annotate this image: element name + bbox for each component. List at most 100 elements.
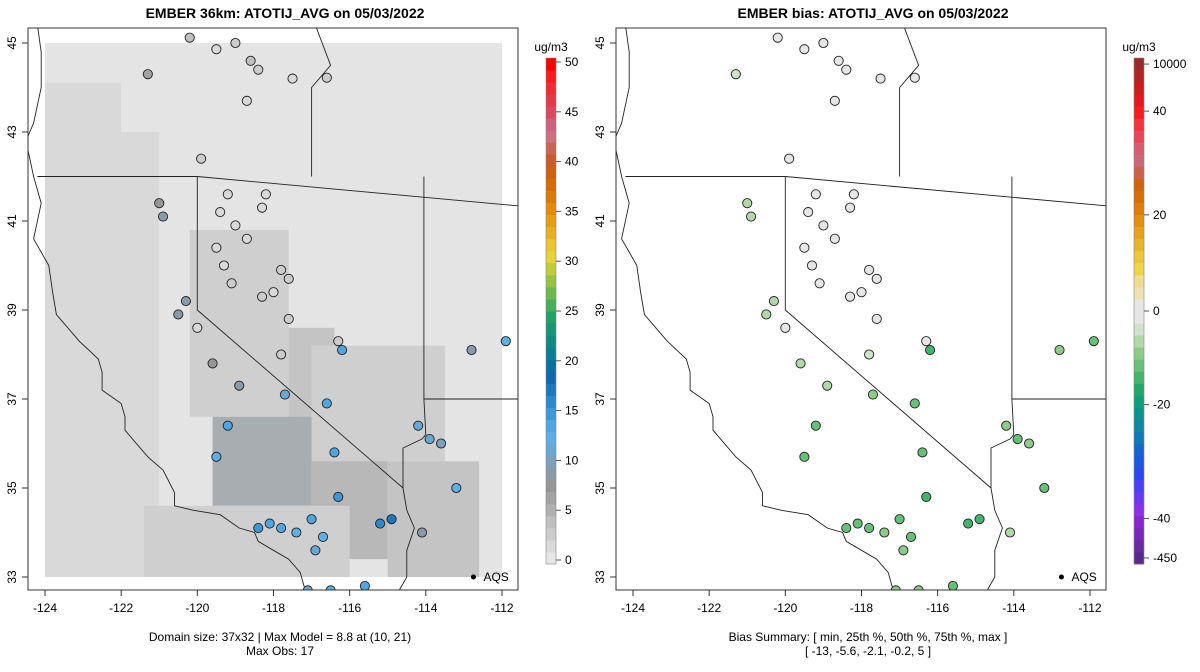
station-marker <box>810 420 821 431</box>
station-marker <box>386 514 397 525</box>
ca-nv-border <box>784 176 992 489</box>
station-marker <box>245 55 256 66</box>
colorbar-swatch <box>1134 130 1144 143</box>
station-marker <box>894 514 905 525</box>
x-tick-label: -118 <box>262 601 285 615</box>
colorbar-swatch <box>1134 250 1144 264</box>
station-marker <box>913 585 924 590</box>
station-marker <box>875 73 886 84</box>
y-tick-label: 37 <box>593 392 607 406</box>
colorbar-tick-label: -40 <box>1153 511 1171 525</box>
y-tick-label: 45 <box>593 36 607 50</box>
station-marker <box>230 37 241 49</box>
right-plot-area <box>616 28 1106 590</box>
model-grid-cell <box>349 83 480 346</box>
colorbar-swatch <box>546 323 556 336</box>
x-tick-label: -124 <box>33 601 57 615</box>
colorbar-swatch <box>1134 455 1144 469</box>
colorbar-swatch <box>546 70 556 83</box>
az-nv-border <box>402 176 427 488</box>
station-marker <box>215 207 226 218</box>
colorbar-swatch <box>546 515 556 529</box>
colorbar-tick-label: 50 <box>565 55 579 69</box>
colorbar-tick-label: 15 <box>565 404 579 418</box>
colorbar-swatch <box>546 250 556 264</box>
right-panel-title: EMBER bias: ATOTIJ_AVG on 05/03/2022 <box>737 5 1009 21</box>
station-marker <box>845 202 856 213</box>
colorbar-swatch <box>1134 539 1144 553</box>
station-marker <box>375 518 386 529</box>
y-tick-label: 37 <box>5 392 19 406</box>
station-marker <box>852 518 863 529</box>
colorbar-swatch <box>546 58 556 71</box>
right-footer-bias-summary-values: [ -13, -5.6, -2.1, -0.2, 5 ] <box>804 644 932 658</box>
bias-panel: EMBER bias: ATOTIJ_AVG on 05/03/2022 AQS… <box>588 0 1188 672</box>
station-marker <box>257 202 268 213</box>
colorbar-swatch <box>1134 70 1144 83</box>
colorbar-swatch <box>1134 323 1144 336</box>
station-marker <box>287 73 298 84</box>
colorbar-swatch <box>546 479 556 493</box>
x-tick-label: -118 <box>850 601 873 615</box>
station-marker <box>436 438 447 449</box>
station-marker <box>822 380 833 391</box>
station-marker <box>1088 336 1099 347</box>
ca-nv-border <box>196 176 404 489</box>
x-tick-label: -112 <box>490 601 513 615</box>
x-tick-label: -122 <box>109 601 133 615</box>
station-marker <box>329 447 340 458</box>
ca-mexico-border <box>396 589 400 590</box>
x-tick-label: -116 <box>926 601 949 615</box>
colorbar-swatch <box>1134 371 1144 384</box>
coastline <box>616 28 894 590</box>
station-marker <box>276 264 287 276</box>
station-marker <box>253 64 264 75</box>
station-marker <box>924 344 936 356</box>
colorbar-swatch <box>1134 262 1144 276</box>
colorbar-tick-label: 10 <box>565 453 579 467</box>
station-marker <box>799 44 810 55</box>
station-marker <box>230 220 241 231</box>
station-marker <box>291 527 302 538</box>
station-marker <box>142 69 153 80</box>
colorbar-swatch <box>1134 359 1144 372</box>
colorbar-unit: ug/m3 <box>1122 40 1156 54</box>
station-marker <box>845 291 856 302</box>
station-marker <box>413 420 424 431</box>
station-marker <box>746 211 757 222</box>
colorbar-swatch <box>1134 106 1144 119</box>
colorbar-swatch <box>1134 407 1144 420</box>
station-marker <box>241 95 252 106</box>
station-marker <box>306 514 317 525</box>
x-tick-label: -122 <box>697 601 721 615</box>
model-map: AQS -124 -122 -120 -118 -116 -114 -112 33 35 37 39 4… <box>5 27 579 615</box>
x-tick-label: -114 <box>1002 601 1025 615</box>
colorbar-swatch <box>546 118 556 131</box>
station-marker <box>234 380 245 391</box>
model-grid-cell <box>212 416 312 506</box>
right-plot-frame <box>615 27 1107 591</box>
colorbar-swatch <box>546 383 556 396</box>
colorbar-swatch <box>1134 527 1144 541</box>
colorbar-swatch <box>546 262 556 276</box>
station-marker <box>810 189 821 200</box>
aqs-label: AQS <box>483 570 508 584</box>
station-marker <box>310 545 321 556</box>
station-marker <box>730 69 741 80</box>
station-marker <box>856 287 867 298</box>
colorbar-swatch <box>1134 298 1144 312</box>
colorbar-swatch <box>1134 154 1144 167</box>
colorbar-swatch <box>1134 118 1144 131</box>
station-marker <box>761 309 772 320</box>
station-marker <box>841 64 852 75</box>
station-marker <box>909 398 920 409</box>
station-marker <box>841 523 852 534</box>
colorbar-swatch <box>546 335 556 348</box>
model-grid-cell <box>45 83 122 578</box>
colorbar-swatch <box>1134 419 1144 432</box>
colorbar-swatch <box>546 311 556 324</box>
colorbar-tick-label: 30 <box>565 254 579 268</box>
station-marker <box>829 233 840 244</box>
model-concentration-panel: EMBER 36km: ATOTIJ_AVG on 05/03/2022 AQS… <box>5 5 579 658</box>
station-marker <box>325 585 336 590</box>
